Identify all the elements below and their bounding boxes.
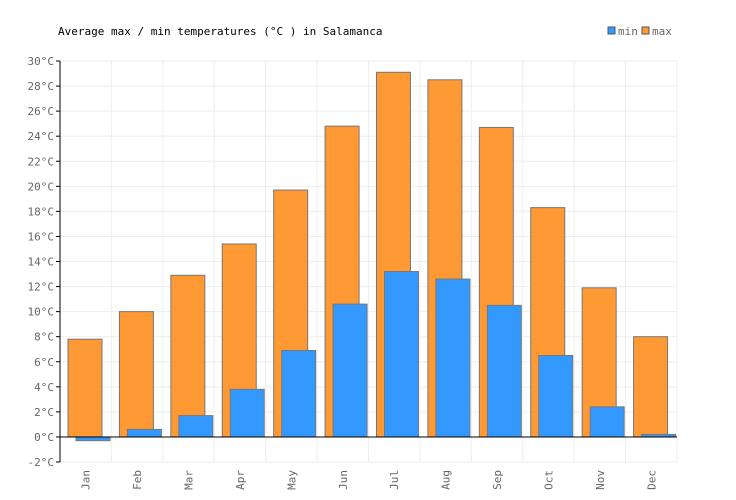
x-tick-label: Feb: [131, 470, 144, 490]
y-tick-label: 16°C: [28, 230, 55, 243]
x-tick-label: May: [285, 470, 298, 490]
x-tick-label: Jul: [388, 470, 401, 490]
x-tick-label: Oct: [542, 470, 555, 490]
legend-swatch-max: [641, 26, 650, 35]
legend-swatch-min: [607, 26, 616, 35]
y-tick-label: -2°C: [28, 456, 55, 469]
x-tick-label: Jan: [80, 470, 93, 490]
x-tick-label: Nov: [594, 470, 607, 490]
y-tick-label: 20°C: [28, 180, 55, 193]
bar-min-may: [281, 349, 317, 438]
bar-min-aug: [435, 278, 471, 438]
y-tick-label: 14°C: [28, 256, 55, 269]
y-tick-label: 4°C: [34, 381, 54, 394]
bar-min-sep: [486, 304, 522, 438]
legend: min max: [607, 25, 672, 38]
y-tick-label: 8°C: [34, 331, 54, 344]
bar-min-jun: [332, 303, 368, 438]
y-tick-label: 2°C: [34, 406, 54, 419]
y-tick-label: 30°C: [28, 55, 55, 68]
x-tick-label: Jun: [337, 470, 350, 490]
bar-max-mar: [170, 274, 206, 438]
bar-max-dec: [633, 336, 669, 438]
y-tick-label: 18°C: [28, 205, 55, 218]
x-tick-label: Sep: [491, 470, 504, 490]
x-tick-label: Mar: [183, 470, 196, 490]
legend-label-min: min: [618, 25, 638, 38]
grid: [60, 60, 678, 463]
x-tick-label: Apr: [234, 470, 247, 490]
x-tick-label: Dec: [645, 470, 658, 490]
bar-min-apr: [229, 388, 265, 438]
bar-min-mar: [178, 415, 214, 438]
y-tick-label: 28°C: [28, 80, 55, 93]
bar-max-jan: [67, 338, 103, 438]
axes: -2°C 0°C 2°C 4°C 6°C 8°C 10°C 12°C 14°C 16°C 18°C 2…: [28, 55, 677, 490]
bars: [67, 71, 677, 442]
y-tick-label: 24°C: [28, 130, 55, 143]
bar-min-feb: [126, 428, 162, 438]
chart-title: Average max / min temperatures (°C ) in …: [58, 25, 383, 38]
bar-min-nov: [589, 406, 625, 438]
bar-max-feb: [118, 311, 154, 438]
y-tick-label: 26°C: [28, 105, 55, 118]
bar-min-oct: [538, 354, 574, 438]
y-tick-label: 6°C: [34, 356, 54, 369]
x-tick-label: Aug: [440, 470, 453, 490]
legend-label-max: max: [652, 25, 672, 38]
bar-min-jan: [75, 436, 111, 442]
y-tick-label: 0°C: [34, 431, 54, 444]
y-tick-label: 22°C: [28, 155, 55, 168]
y-tick-label: 10°C: [28, 306, 55, 319]
bar-min-jul: [384, 271, 419, 438]
y-tick-label: 12°C: [28, 281, 55, 294]
